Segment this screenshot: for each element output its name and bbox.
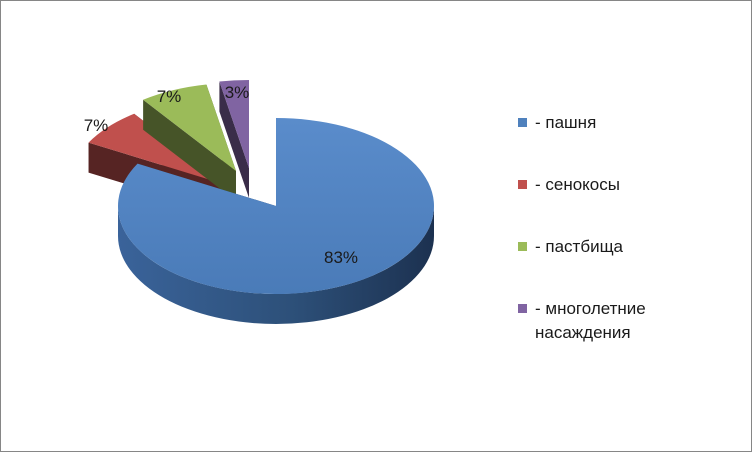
legend-label: - пастбища bbox=[535, 237, 624, 256]
legend-swatch bbox=[518, 242, 527, 251]
slice-mnogoletnie bbox=[219, 80, 249, 198]
slice-pastbishcha bbox=[143, 84, 236, 201]
data-label-mnogoletnie: 3% bbox=[225, 83, 250, 102]
legend-swatch bbox=[518, 118, 527, 127]
slice-pashnya bbox=[118, 118, 434, 324]
legend-swatch bbox=[518, 304, 527, 313]
data-label-pashnya: 83% bbox=[324, 248, 358, 267]
legend-label: - пашня bbox=[535, 113, 597, 132]
data-label-senokosy: 7% bbox=[84, 116, 109, 135]
legend-label: - многолетние насаждения bbox=[535, 299, 646, 342]
legend-label: - сенокосы bbox=[535, 175, 620, 194]
legend-swatch bbox=[518, 180, 527, 189]
data-label-pastbishcha: 7% bbox=[157, 87, 182, 106]
